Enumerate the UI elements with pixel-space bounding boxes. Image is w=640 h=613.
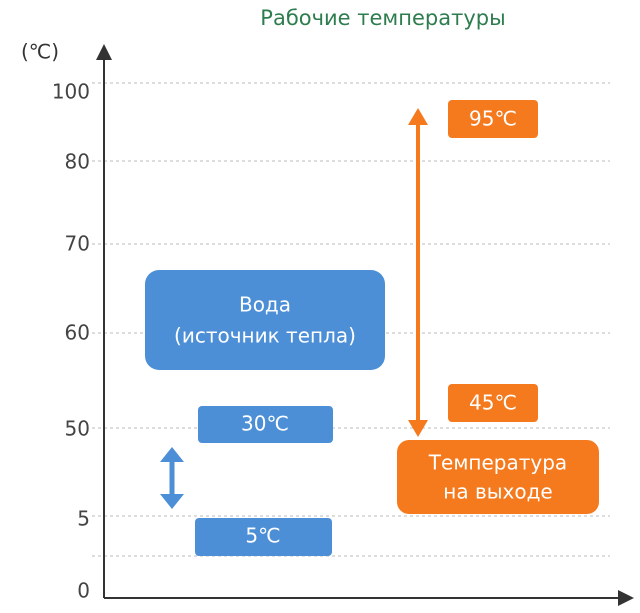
water-high: 30℃ (241, 412, 289, 436)
water-low-box (195, 518, 332, 556)
y-tick-label: 70 (65, 232, 90, 256)
y-tick-label: 5 (77, 507, 90, 531)
y-tick-label: 50 (65, 417, 90, 441)
water-range-arrow (160, 447, 184, 509)
y-tick-label: 60 (65, 321, 90, 345)
water-label: (источник тепла) (174, 324, 356, 348)
title: Рабочие температуры (260, 6, 505, 30)
water-label: Вода (239, 293, 291, 317)
y-tick-label: 0 (77, 579, 90, 603)
water-high-box (198, 406, 333, 443)
water-low: 5℃ (245, 524, 280, 548)
y-tick-label: 80 (65, 150, 90, 174)
water-box (145, 270, 385, 370)
axis-unit: (℃) (21, 40, 59, 64)
output-label: на выходе (443, 480, 552, 504)
output-low-box (448, 384, 538, 422)
y-tick-label: 100 (52, 80, 90, 104)
output-label: Температура (428, 451, 567, 475)
output-box (397, 440, 599, 514)
output-high-box (448, 100, 538, 138)
output-high: 95℃ (469, 107, 517, 131)
output-range-arrow (408, 108, 428, 437)
output-low: 45℃ (469, 391, 517, 415)
